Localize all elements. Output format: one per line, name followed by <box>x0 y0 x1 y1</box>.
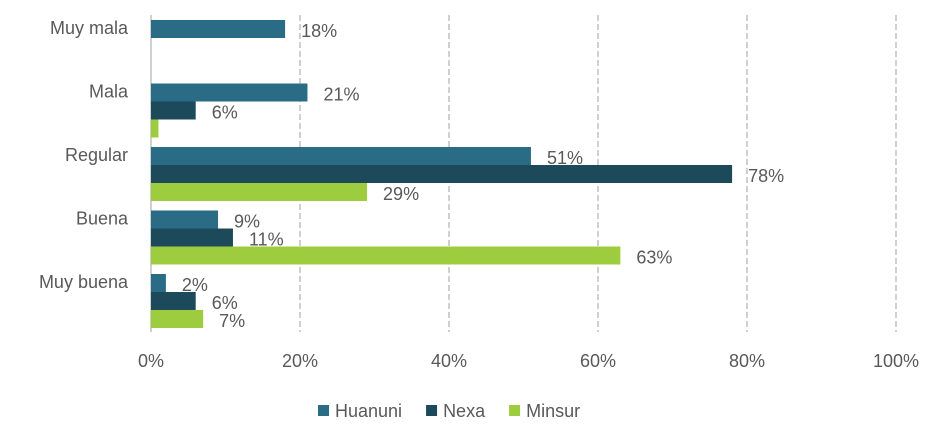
x-tick-label: 20% <box>282 351 318 371</box>
bar <box>151 228 233 247</box>
x-tick-label: 0% <box>138 351 164 371</box>
x-tick-label: 80% <box>729 351 765 371</box>
data-label: 6% <box>212 102 238 122</box>
bar <box>151 210 219 229</box>
legend-label: Huanuni <box>335 401 402 421</box>
bar <box>151 147 531 165</box>
x-tick-label: 100% <box>873 351 919 371</box>
legend-swatch <box>426 405 438 416</box>
data-label: 51% <box>547 148 583 168</box>
data-label: 9% <box>234 211 260 231</box>
data-label: 7% <box>219 311 245 331</box>
category-label: Muy buena <box>39 272 129 292</box>
data-label: 2% <box>182 275 208 295</box>
x-tick-label: 40% <box>431 351 467 371</box>
bar <box>151 101 196 120</box>
category-label: Mala <box>89 81 129 101</box>
data-label: 18% <box>301 21 337 41</box>
category-label: Buena <box>76 208 129 228</box>
legend-label: Nexa <box>443 401 486 421</box>
bar <box>151 119 159 138</box>
legend-label: Minsur <box>526 401 580 421</box>
bar <box>151 20 286 38</box>
bar <box>151 274 166 292</box>
legend-swatch <box>318 405 329 416</box>
x-tick-label: 60% <box>580 351 616 371</box>
bar <box>151 165 733 183</box>
data-label: 78% <box>748 166 784 186</box>
data-label: 21% <box>323 84 359 104</box>
data-label: 6% <box>212 293 238 313</box>
bar <box>151 292 196 310</box>
bar <box>151 310 204 328</box>
bar <box>151 83 308 102</box>
data-label: 11% <box>249 229 284 249</box>
bar <box>151 246 621 265</box>
data-label: 29% <box>383 184 419 204</box>
bar <box>151 183 368 201</box>
data-label: 63% <box>636 247 672 267</box>
category-label: Regular <box>65 145 128 165</box>
category-label: Muy mala <box>50 18 129 38</box>
legend-swatch <box>509 405 521 416</box>
